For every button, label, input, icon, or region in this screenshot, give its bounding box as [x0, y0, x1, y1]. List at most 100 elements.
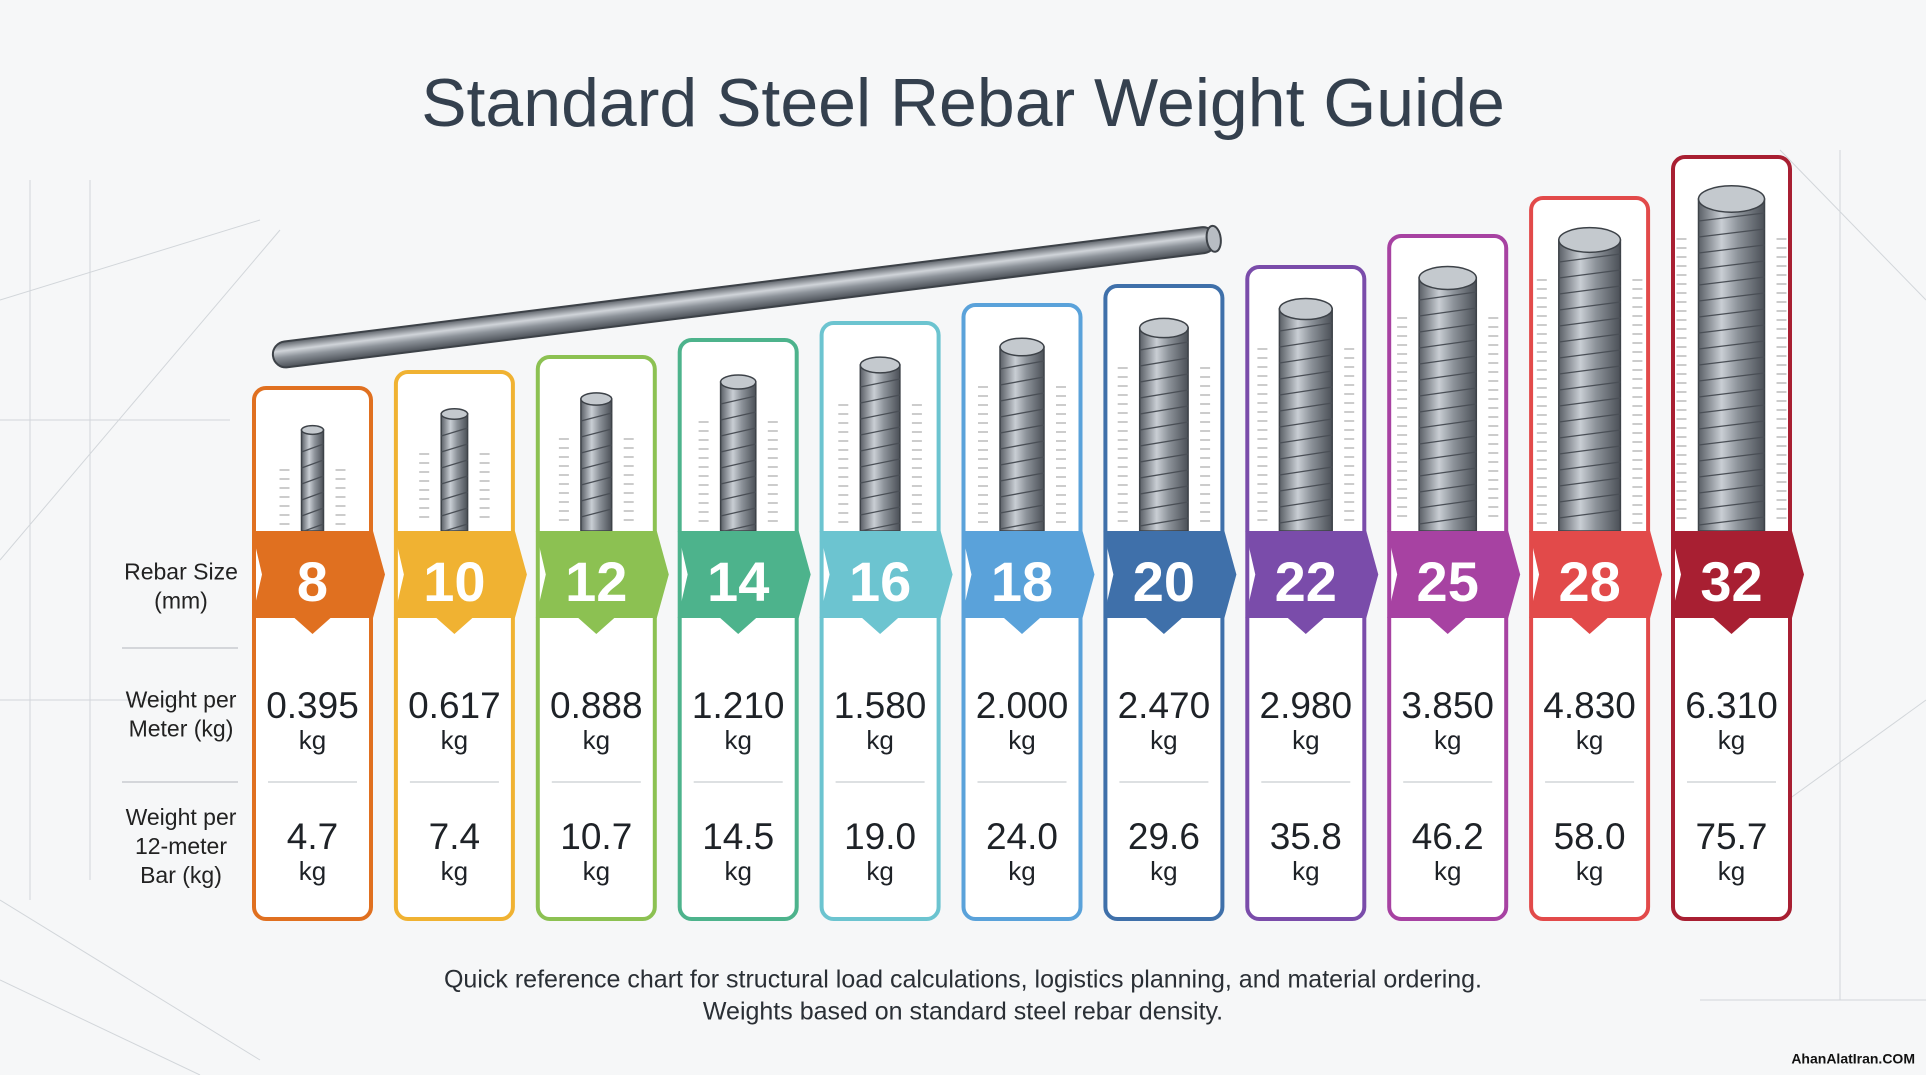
rod-rib — [1419, 339, 1477, 349]
rod-rib — [1139, 421, 1189, 431]
rod-rib — [720, 443, 756, 453]
rod-rib — [441, 443, 468, 453]
rod-rib — [720, 411, 756, 421]
unit: kg — [1718, 856, 1745, 886]
rod-rib — [1139, 341, 1189, 351]
rod-rib — [860, 506, 901, 516]
rod-rib — [1279, 514, 1333, 524]
weight-per-bar: 4.7 — [287, 816, 338, 857]
size-label: 25 — [1417, 550, 1479, 613]
rod-rib — [1558, 493, 1621, 503]
weight-per-bar: 58.0 — [1554, 816, 1626, 857]
unit: kg — [1292, 856, 1319, 886]
rod-rib — [1279, 402, 1333, 412]
rod-rib — [999, 488, 1045, 498]
size-label: 12 — [565, 550, 627, 613]
size-label: 10 — [423, 550, 485, 613]
rod-rib — [441, 427, 468, 437]
rod-rib — [301, 507, 324, 517]
rod-top — [1558, 226, 1622, 254]
rod — [1418, 277, 1478, 532]
weight-per-bar: 10.7 — [560, 816, 632, 857]
rod-rib — [580, 444, 612, 454]
rod-rib — [999, 472, 1045, 482]
row-label: Weight per — [126, 687, 237, 713]
rod-rib — [1698, 212, 1765, 222]
size-label: 16 — [849, 550, 911, 613]
unit: kg — [299, 725, 326, 755]
rod-rib — [1558, 429, 1621, 439]
rod — [999, 346, 1045, 532]
rod-rib — [1558, 381, 1621, 391]
rod-rib — [441, 507, 468, 517]
unit: kg — [724, 725, 751, 755]
rod-rib — [1698, 516, 1765, 526]
rod-rib — [301, 491, 324, 501]
title: Standard Steel Rebar Weight Guide — [421, 65, 1505, 141]
rod — [1138, 327, 1189, 532]
row-labels: Rebar Size (mm) Weight per Meter (kg) Weight… — [122, 559, 238, 888]
unit: kg — [1150, 725, 1177, 755]
rod-rib — [1698, 308, 1765, 318]
rod-rib — [860, 458, 901, 468]
size-band — [677, 531, 811, 634]
rod-rib — [441, 459, 468, 469]
unit: kg — [1576, 725, 1603, 755]
rod-rib — [860, 442, 901, 452]
rod-rib — [580, 492, 612, 502]
rod-rib — [999, 376, 1045, 386]
rod-top — [719, 374, 757, 390]
rod-rib — [860, 394, 901, 404]
rod-rib — [1419, 451, 1477, 461]
row-label: (mm) — [154, 588, 208, 614]
rod-rib — [301, 475, 324, 485]
size-band — [1245, 531, 1379, 634]
rod — [859, 364, 901, 532]
rod-rib — [1558, 365, 1621, 375]
rod-rib — [1698, 228, 1765, 238]
columns: 80.395kg4.7kg100.617kg7.4kg120.888kg10.7… — [252, 155, 1804, 921]
rod-rib — [1419, 307, 1477, 317]
rod-rib — [1279, 498, 1333, 508]
weight-per-meter: 3.850 — [1401, 685, 1494, 726]
rod-rib — [441, 523, 468, 533]
rod-rib — [1698, 500, 1765, 510]
rod-rib — [1558, 477, 1621, 487]
rod-rib — [1698, 372, 1765, 382]
rod-rib — [720, 507, 756, 517]
rod-rib — [301, 459, 324, 469]
rod-rib — [860, 474, 901, 484]
rod-rib — [1558, 301, 1621, 311]
rod-rib — [999, 440, 1045, 450]
rod-rib — [1698, 260, 1765, 270]
rod-rib — [580, 412, 612, 422]
unit: kg — [1576, 856, 1603, 886]
rod-rib — [1139, 501, 1189, 511]
rod-rib — [580, 428, 612, 438]
rod-top — [300, 424, 325, 436]
weight-per-bar: 46.2 — [1412, 816, 1484, 857]
rod-rib — [1419, 403, 1477, 413]
rod-rib — [1279, 338, 1333, 348]
rod-top — [440, 407, 469, 421]
weight-per-bar: 75.7 — [1695, 816, 1767, 857]
rod-rib — [441, 475, 468, 485]
rod-top — [1697, 185, 1766, 213]
rod-rib — [1419, 435, 1477, 445]
weight-per-bar: 35.8 — [1270, 816, 1342, 857]
unit: kg — [1718, 725, 1745, 755]
size-label: 14 — [707, 550, 769, 613]
rod-rib — [1279, 434, 1333, 444]
size-band — [252, 531, 385, 634]
rod-rib — [1698, 468, 1765, 478]
weight-per-bar: 29.6 — [1128, 816, 1200, 857]
weight-per-bar: 24.0 — [986, 816, 1058, 857]
rod-rib — [860, 490, 901, 500]
unit: kg — [1008, 856, 1035, 886]
